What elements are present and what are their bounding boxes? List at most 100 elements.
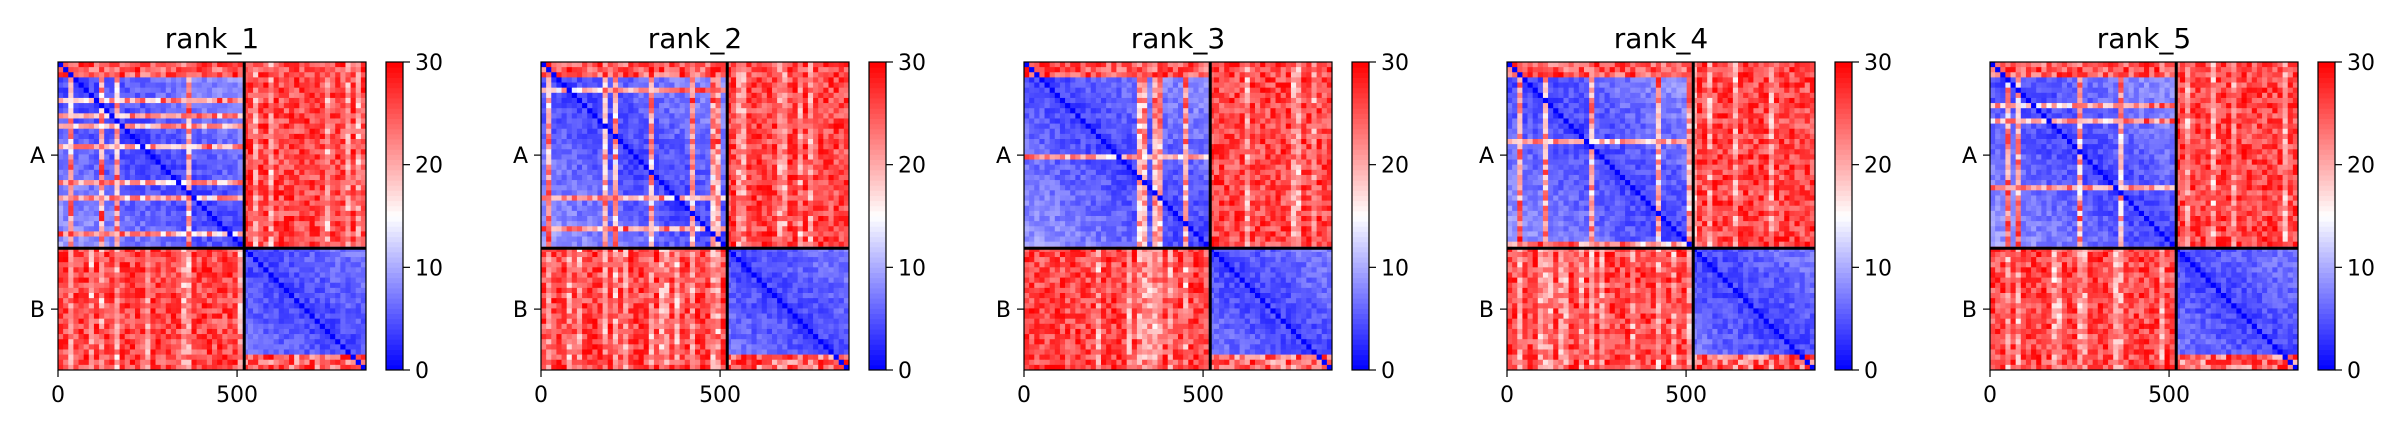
heatmap-cell xyxy=(628,98,634,104)
heatmap-cell xyxy=(94,303,100,309)
heatmap-cell xyxy=(150,62,156,68)
heatmap-cell xyxy=(217,303,223,309)
heatmap-cell xyxy=(767,98,773,104)
heatmap-cell xyxy=(793,103,799,109)
heatmap-cell xyxy=(284,129,290,135)
heatmap-cell xyxy=(238,206,244,212)
heatmap-cell xyxy=(130,344,136,350)
heatmap-cell xyxy=(772,113,778,119)
colorbar-step xyxy=(386,83,403,89)
heatmap-cell xyxy=(345,221,351,227)
heatmap-cell xyxy=(227,278,233,284)
heatmap-cell xyxy=(140,165,146,171)
heatmap-cell xyxy=(695,88,701,94)
heatmap-cell xyxy=(63,83,69,89)
heatmap-cell xyxy=(84,98,90,104)
heatmap-cell xyxy=(639,113,645,119)
heatmap-cell xyxy=(299,108,305,114)
heatmap-cell xyxy=(731,149,737,155)
heatmap-cell xyxy=(191,103,197,109)
heatmap-cell xyxy=(757,67,763,73)
heatmap-cell xyxy=(248,324,254,330)
heatmap-cell xyxy=(104,211,110,217)
heatmap-cell xyxy=(161,83,167,89)
heatmap-cell xyxy=(834,139,840,145)
heatmap-cell xyxy=(310,165,316,171)
heatmap-cell xyxy=(315,283,321,289)
heatmap-cell xyxy=(263,103,269,109)
heatmap-cell xyxy=(757,118,763,124)
colorbar-step xyxy=(386,247,403,253)
heatmap-cell xyxy=(109,324,115,330)
heatmap-cell xyxy=(325,165,331,171)
heatmap-cell xyxy=(284,324,290,330)
heatmap-cell xyxy=(150,252,156,258)
heatmap-cell xyxy=(248,98,254,104)
heatmap-cell xyxy=(99,226,105,232)
heatmap-cell xyxy=(279,180,285,186)
heatmap-cell xyxy=(212,339,218,345)
heatmap-cell xyxy=(320,170,326,176)
heatmap-cell xyxy=(736,134,742,140)
heatmap-cell xyxy=(330,134,336,140)
heatmap-cell xyxy=(135,308,141,314)
heatmap-cell xyxy=(207,283,213,289)
heatmap-cell xyxy=(99,293,105,299)
heatmap-cell xyxy=(603,139,609,145)
heatmap-cell xyxy=(567,77,573,83)
heatmap-cell xyxy=(181,67,187,73)
panel-rank-2: rank_2AB0 5000102030 xyxy=(513,22,926,408)
heatmap-cell xyxy=(156,129,162,135)
heatmap-cell xyxy=(222,195,228,201)
heatmap-cell xyxy=(202,113,208,119)
heatmap-cell xyxy=(186,355,192,361)
heatmap-cell xyxy=(628,118,634,124)
heatmap-cell xyxy=(176,293,182,299)
heatmap-cell xyxy=(94,175,100,181)
heatmap-cell xyxy=(263,190,269,196)
heatmap-cell xyxy=(233,103,239,109)
heatmap-cell xyxy=(73,226,79,232)
heatmap-cell xyxy=(340,190,346,196)
heatmap-cell xyxy=(289,103,295,109)
heatmap-cell xyxy=(310,93,316,99)
heatmap-cell xyxy=(191,124,197,130)
heatmap-cell xyxy=(823,124,829,130)
heatmap-cell xyxy=(233,242,239,248)
heatmap-cell xyxy=(171,88,177,94)
heatmap-cell xyxy=(253,129,259,135)
heatmap-cell xyxy=(156,170,162,176)
heatmap-cell xyxy=(68,216,74,222)
heatmap-cell xyxy=(633,134,639,140)
heatmap-cell xyxy=(191,129,197,135)
heatmap-cell xyxy=(556,139,562,145)
heatmap-cell xyxy=(268,257,274,263)
heatmap-cell xyxy=(330,67,336,73)
heatmap-cell xyxy=(248,201,254,207)
heatmap-cell xyxy=(304,293,310,299)
heatmap-cell xyxy=(99,242,105,248)
heatmap-cell xyxy=(284,283,290,289)
heatmap-cell xyxy=(582,149,588,155)
heatmap-cell xyxy=(315,170,321,176)
heatmap-cell xyxy=(233,349,239,355)
heatmap-cell xyxy=(556,129,562,135)
heatmap-cell xyxy=(197,72,203,78)
heatmap-cell xyxy=(238,314,244,320)
heatmap-cell xyxy=(325,324,331,330)
heatmap-cell xyxy=(166,67,172,73)
colorbar-step xyxy=(386,206,403,212)
heatmap-cell xyxy=(166,139,172,145)
heatmap-cell xyxy=(315,62,321,68)
heatmap-cell xyxy=(217,334,223,340)
heatmap-cell xyxy=(63,298,69,304)
heatmap-cell xyxy=(253,190,259,196)
heatmap-cell xyxy=(181,139,187,145)
heatmap-cell xyxy=(263,154,269,160)
heatmap-cell xyxy=(94,195,100,201)
heatmap-cell xyxy=(315,165,321,171)
heatmap-cell xyxy=(104,124,110,130)
heatmap-cell xyxy=(79,88,85,94)
heatmap-cell xyxy=(299,160,305,166)
heatmap-cell xyxy=(828,98,834,104)
